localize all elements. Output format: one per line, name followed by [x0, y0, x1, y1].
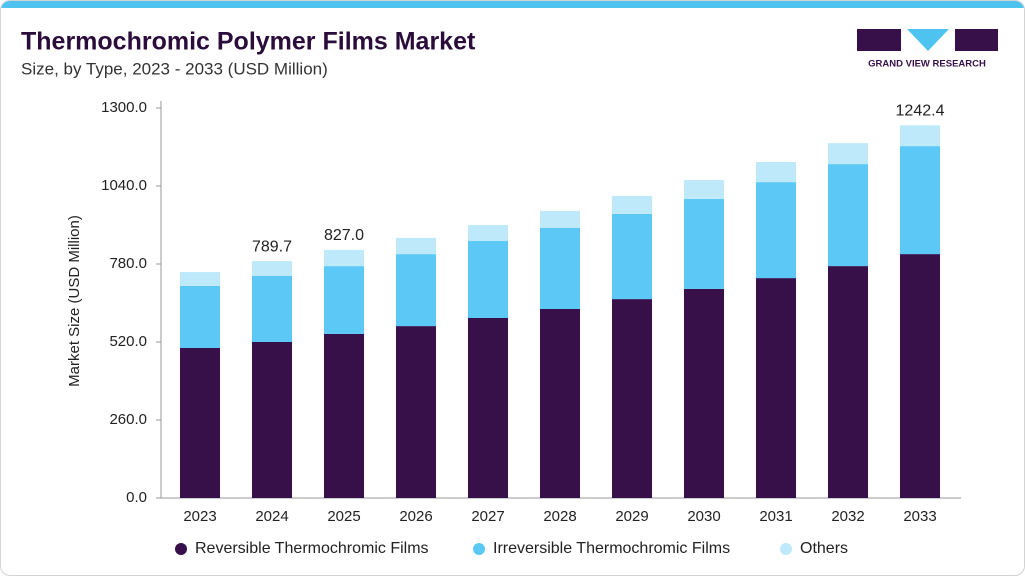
- y-axis-label: Market Size (USD Million): [66, 215, 83, 387]
- x-tick-label: 2024: [255, 508, 288, 525]
- bar-segment: [900, 146, 940, 255]
- bar-segment: [612, 195, 652, 214]
- bar-segment: [396, 237, 436, 255]
- bar-segment: [828, 143, 868, 165]
- bar-segment: [252, 261, 292, 276]
- total-label: 1242.4: [896, 102, 945, 119]
- y-tick-label: 260.0: [109, 411, 147, 428]
- total-label: 789.7: [252, 238, 292, 255]
- x-tick-label: 2027: [471, 508, 504, 525]
- x-tick-label: 2030: [687, 508, 720, 525]
- y-tick-label: 1300.0: [101, 99, 147, 116]
- bar-segment: [684, 198, 724, 289]
- bar-segment: [756, 182, 796, 279]
- x-tick-label: 2026: [399, 508, 432, 525]
- bar-segment: [468, 240, 508, 318]
- bar-segment: [612, 299, 652, 498]
- bar-segment: [756, 162, 796, 183]
- logo-block: [907, 29, 949, 51]
- bar-segment: [684, 180, 724, 199]
- bar-segment: [180, 285, 220, 348]
- x-tick-label: 2023: [183, 508, 216, 525]
- x-tick-label: 2031: [759, 508, 792, 525]
- bar-segment: [180, 348, 220, 498]
- bar-segment: [828, 164, 868, 267]
- x-tick-label: 2033: [903, 508, 936, 525]
- logo: GRAND VIEW RESEARCH: [857, 29, 998, 70]
- bar-segment: [756, 278, 796, 498]
- chart-subtitle: Size, by Type, 2023 - 2033 (USD Million): [21, 59, 328, 78]
- bar-segment: [324, 333, 364, 498]
- legend-label: Reversible Thermochromic Films: [195, 540, 429, 557]
- y-tick-label: 1040.0: [101, 177, 147, 194]
- bar-segment: [540, 309, 580, 498]
- bar-segment: [396, 254, 436, 327]
- bar-segment: [252, 342, 292, 498]
- y-tick-label: 520.0: [109, 333, 147, 350]
- legend-label: Irreversible Thermochromic Films: [493, 540, 730, 557]
- bar-segment: [468, 318, 508, 498]
- chart-title: Thermochromic Polymer Films Market: [21, 28, 476, 56]
- bar-segment: [468, 225, 508, 241]
- top-bar: [1, 1, 1024, 8]
- y-tick-label: 780.0: [109, 255, 147, 272]
- bar-segment: [180, 272, 220, 286]
- logo-block: [955, 29, 998, 51]
- bar-segment: [828, 266, 868, 498]
- logo-block: [857, 29, 901, 51]
- bar-segment: [612, 213, 652, 300]
- bar-segment: [900, 125, 940, 147]
- bar-segment: [684, 288, 724, 498]
- bar-segment: [900, 254, 940, 498]
- bar-segment: [252, 276, 292, 342]
- legend-label: Others: [800, 540, 848, 557]
- y-tick-label: 0.0: [126, 489, 147, 506]
- brand-name: GRAND VIEW RESEARCH: [868, 59, 986, 70]
- x-tick-label: 2032: [831, 508, 864, 525]
- bar-segment: [324, 249, 364, 267]
- x-tick-label: 2025: [327, 508, 360, 525]
- legend-marker: [175, 543, 187, 555]
- x-tick-label: 2029: [615, 508, 648, 525]
- legend-marker: [780, 543, 792, 555]
- bar-segment: [540, 228, 580, 309]
- bar-segment: [396, 326, 436, 498]
- bar-segment: [540, 210, 580, 228]
- x-tick-label: 2028: [543, 508, 576, 525]
- total-label: 827.0: [324, 227, 364, 244]
- legend-marker: [473, 543, 485, 555]
- bar-segment: [324, 266, 364, 334]
